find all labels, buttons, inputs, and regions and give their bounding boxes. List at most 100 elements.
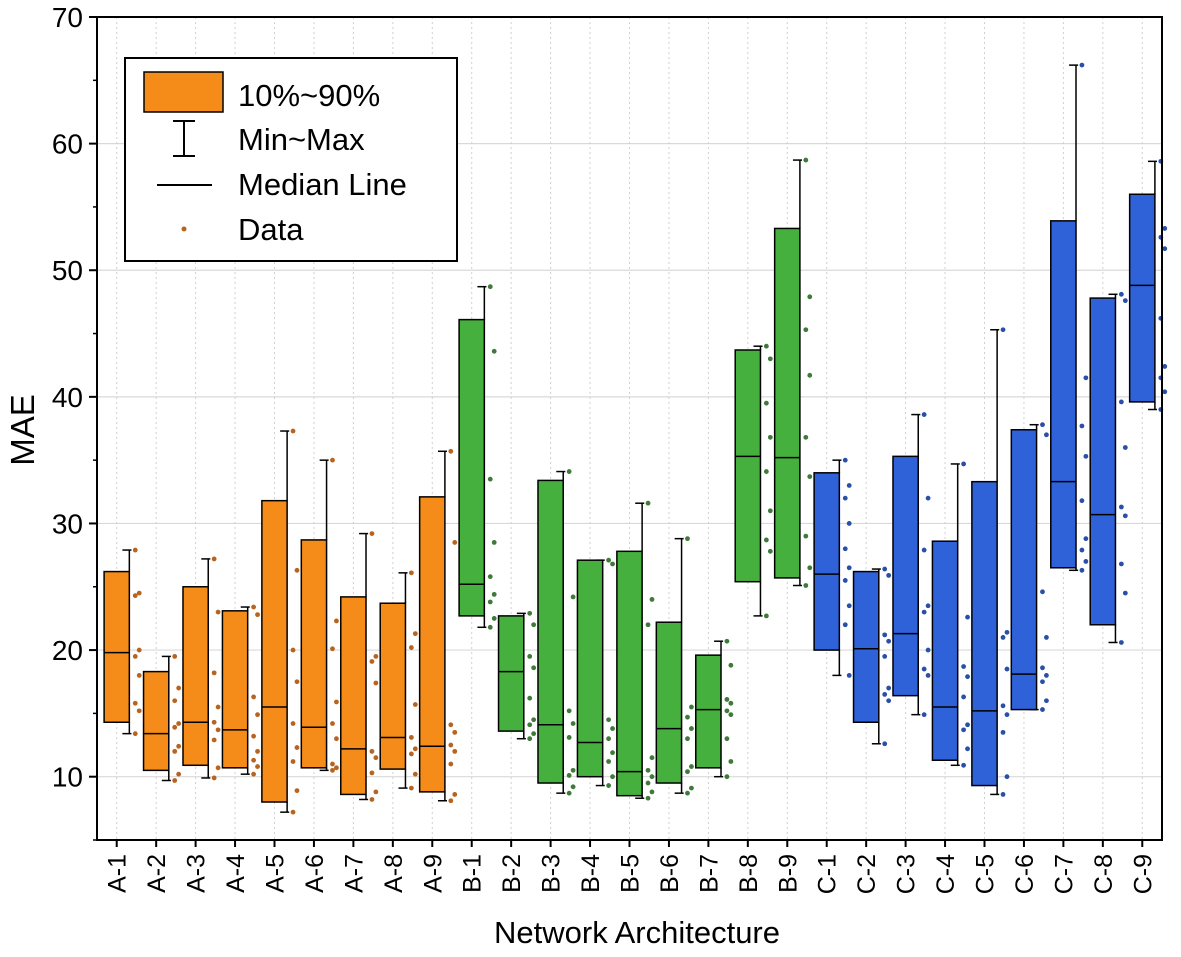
data-point [1004, 629, 1010, 635]
data-point [842, 495, 848, 501]
box-A-6 [300, 457, 339, 773]
data-point [1083, 559, 1089, 564]
x-tick-label: C-4 [932, 854, 960, 894]
data-point [1083, 453, 1089, 459]
data-point [846, 521, 852, 526]
data-point [448, 761, 454, 767]
data-point [373, 654, 379, 659]
data-point [330, 646, 335, 652]
box-10-90 [734, 349, 762, 583]
data-point [882, 691, 888, 697]
y-axis-title: MAE [4, 394, 41, 466]
x-tick-label: B-8 [735, 854, 763, 893]
data-point [610, 774, 615, 780]
data-point [570, 594, 576, 600]
data-point [491, 540, 497, 545]
data-point [136, 673, 142, 678]
x-tick-label: B-9 [774, 854, 802, 893]
data-point [763, 613, 769, 619]
data-point [767, 508, 773, 514]
box-A-7 [340, 531, 379, 802]
data-point [251, 771, 256, 777]
data-point [1040, 679, 1045, 685]
x-tick-label: C-1 [814, 854, 842, 894]
data-point [408, 570, 414, 576]
box-10-90 [300, 539, 328, 769]
box-B-9 [773, 157, 813, 588]
data-point [645, 795, 651, 801]
data-point [255, 612, 260, 618]
data-point [1040, 589, 1045, 595]
data-point [448, 742, 454, 748]
box-10-90 [261, 499, 288, 803]
data-point [886, 698, 892, 704]
x-tick-label: C-3 [893, 854, 921, 894]
x-tick-label: B-6 [656, 854, 684, 893]
data-point [452, 729, 458, 735]
data-point [610, 726, 615, 731]
data-point [649, 597, 655, 602]
data-point [570, 767, 576, 773]
data-point [408, 751, 414, 757]
box-C-5 [971, 327, 1010, 797]
data-point [1079, 423, 1085, 429]
data-point [132, 731, 138, 737]
data-point [452, 792, 458, 797]
data-point [290, 809, 296, 815]
x-tick-label: A-3 [183, 854, 211, 893]
box-10-90 [852, 570, 880, 723]
data-point [1044, 698, 1049, 704]
data-point [215, 727, 221, 733]
data-point [373, 680, 379, 686]
box-B-7 [695, 638, 734, 780]
y-tick-label: 60 [52, 129, 83, 160]
box-B-2 [497, 610, 537, 742]
data-point [1122, 513, 1128, 519]
data-point [294, 567, 300, 573]
x-axis-title: Network Architecture [494, 915, 780, 950]
data-point [136, 590, 142, 596]
data-point [412, 702, 418, 707]
data-point [369, 659, 375, 664]
data-point [487, 476, 493, 482]
data-point [803, 157, 809, 163]
data-point [527, 610, 533, 616]
data-point [566, 773, 572, 778]
x-tick-label: B-2 [498, 854, 526, 893]
data-point [412, 746, 418, 752]
data-point [255, 748, 260, 754]
data-point [925, 495, 931, 501]
data-point [566, 469, 572, 474]
data-point [334, 736, 339, 742]
data-point [251, 604, 256, 610]
data-point [452, 748, 458, 754]
data-point [767, 434, 773, 440]
box-A-8 [379, 570, 418, 791]
data-point [1079, 62, 1085, 68]
data-point [408, 735, 414, 740]
box-10-90 [892, 455, 919, 697]
data-point [645, 622, 651, 628]
x-tick-label: C-6 [1011, 854, 1039, 894]
box-series [103, 62, 1168, 815]
y-tick-label: 20 [52, 635, 83, 666]
data-point [1118, 561, 1124, 567]
box-B-6 [655, 536, 694, 796]
x-tick-label: B-5 [617, 854, 645, 893]
box-10-90 [1089, 297, 1117, 626]
data-point [610, 561, 615, 567]
box-A-1 [103, 547, 142, 737]
data-point [527, 736, 533, 742]
data-point [1000, 703, 1006, 709]
data-point [211, 719, 217, 725]
box-10-90 [695, 654, 722, 769]
box-10-90 [616, 550, 643, 797]
data-point [728, 700, 734, 706]
legend-whisker-symbol [173, 120, 195, 157]
box-10-90 [340, 596, 367, 796]
data-point [649, 755, 655, 761]
data-point [251, 733, 256, 739]
data-point [606, 736, 611, 742]
